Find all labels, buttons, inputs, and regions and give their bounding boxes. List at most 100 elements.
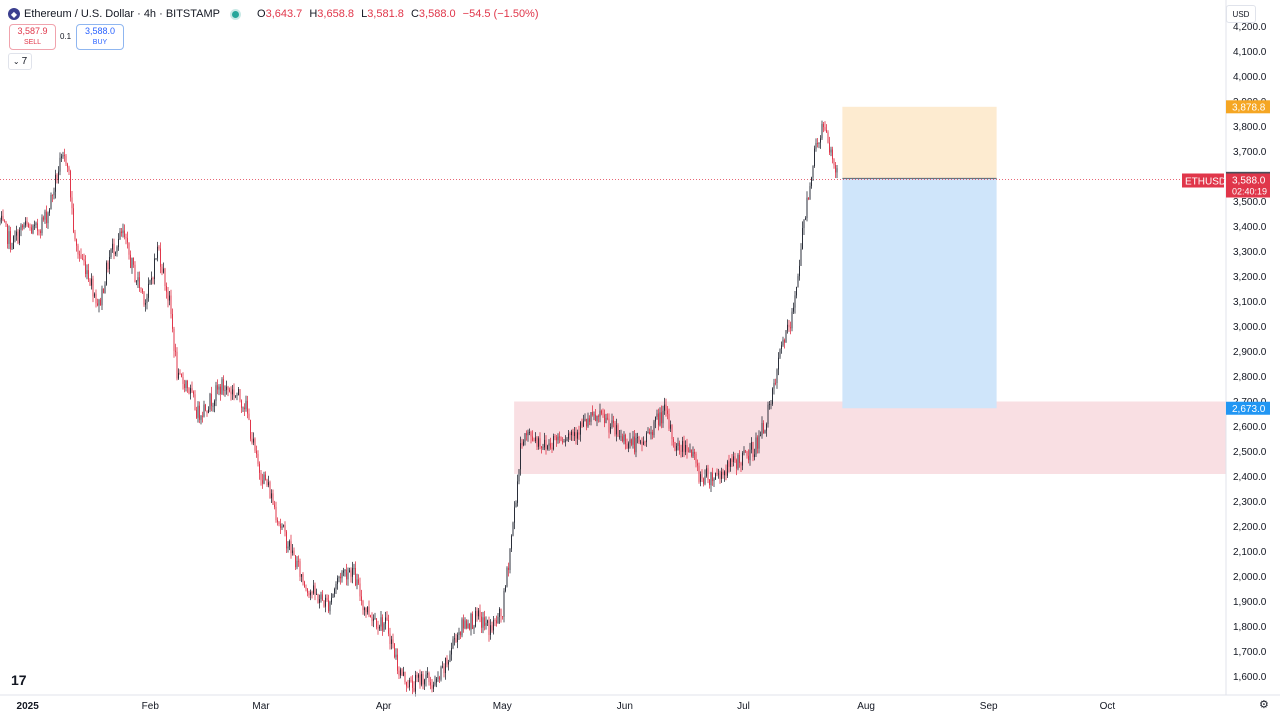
candle-body [350,570,352,577]
candle-body [559,436,560,438]
candle-body [781,345,782,349]
indicators-toggle[interactable]: ⌄ 7 [8,53,32,70]
tradingview-logo[interactable]: 17 [11,672,27,688]
candle-body [331,597,332,603]
candle-body [379,626,380,629]
candle-body [73,208,74,233]
candle-body [152,278,154,279]
candle-body [280,523,281,528]
candle-body [503,590,505,617]
candle-body [808,197,809,200]
candle-body [332,593,334,598]
currency-selector[interactable]: USD [1226,5,1256,23]
candle-body [247,400,248,414]
candle-body [391,639,392,644]
symbol-title[interactable]: Ethereum / U.S. Dollar · 4h · BITSTAMP [24,8,221,20]
candle-body [608,418,610,433]
candle-body [676,445,677,451]
candle-body [470,613,472,630]
price-tick-label: 3,500.0 [1233,197,1267,208]
price-tick-label: 4,200.0 [1233,22,1267,33]
symbol-tag[interactable] [1182,173,1224,188]
candle-body [440,667,442,680]
candle-body [212,405,214,407]
candle-body [104,284,106,294]
candle-body [89,279,91,286]
candle-body [304,581,305,588]
position-stop-area[interactable] [842,178,997,409]
candle-body [128,242,130,255]
candle-body [814,148,815,166]
candle-body [197,405,199,418]
candle-body [734,456,736,461]
candle-body [707,468,709,480]
candle-body [677,442,679,446]
candle-body [802,228,803,249]
candle-body [172,313,173,329]
candle-body [836,168,838,173]
candle-body [746,451,748,456]
buy-button[interactable]: 3,588.0 BUY [76,24,124,50]
candle-body [571,431,572,436]
candle-body [361,596,362,602]
candle-body [442,666,443,668]
candle-body [769,404,770,405]
candle-body [632,436,634,445]
time-axis[interactable]: 2025 Feb Mar Apr May Jun Jul Aug Sep Oct [17,701,1116,712]
candle-body [485,622,487,626]
candle-body [475,611,476,627]
candle-body [71,197,73,209]
candle-body [806,197,808,219]
sell-price: 3,587.9 [17,26,48,36]
candle-body [790,327,791,329]
candle-body [416,674,418,678]
candle-body [263,474,265,484]
position-target-area[interactable] [842,106,997,179]
candle-body [215,385,217,401]
candle-body [359,583,361,597]
candle-body [508,567,509,571]
candle-body [232,389,233,395]
candle-body [518,469,520,482]
candle-body [739,454,740,463]
candle-body [188,388,190,394]
candle-body [500,608,502,617]
current-price-tag-text: 3,588.0 [1232,176,1266,187]
candle-body [437,677,439,679]
candle-body [374,618,376,620]
candle-body [256,450,257,454]
price-axis[interactable]: 1,600.0 1,700.0 1,800.0 1,900.0 2,000.0 2,100… [1233,22,1267,683]
candle-body [161,266,163,273]
candle-body [185,380,187,389]
current-price-tag[interactable] [1226,173,1270,198]
candle-body [421,674,422,685]
candle-body [520,443,521,470]
candle-body [751,441,752,450]
candle-body [653,421,655,436]
candle-body [422,674,424,685]
candle-body [137,277,139,282]
candle-body [353,568,355,569]
gear-icon[interactable]: ⚙ [1259,699,1269,711]
candle-body [773,382,775,389]
candle-body [595,414,596,421]
candle-body [28,224,29,228]
sell-button[interactable]: 3,587.9 SELL [9,24,56,50]
target-price-tag[interactable] [1226,100,1270,114]
candle-body [691,449,692,457]
candle-body [364,607,365,611]
candle-body [626,444,628,449]
candle-body [799,265,800,277]
candle-body [155,258,157,260]
price-tick-label: 2,300.0 [1233,497,1267,508]
price-tick-label: 3,200.0 [1233,272,1267,283]
candle-body [380,617,382,627]
chevron-down-icon: ⌄ [12,57,20,66]
stop-price-tag[interactable] [1226,401,1270,415]
candle-body [145,302,146,305]
candle-body [610,427,611,433]
candle-body [688,451,689,453]
candle-body [431,685,433,689]
candle-body [178,372,179,379]
